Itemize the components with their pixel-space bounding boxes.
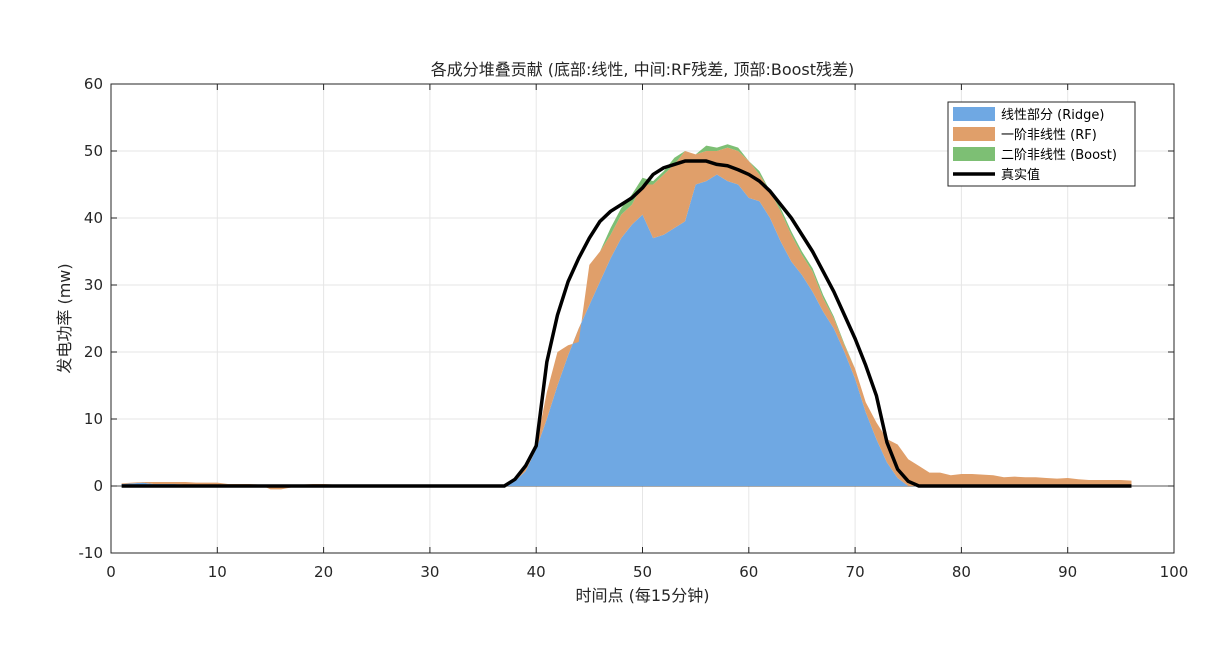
- line-series-group: [121, 159, 1132, 488]
- area-series-1: [121, 174, 1132, 486]
- area-series-group: [121, 144, 1132, 490]
- legend-label: 二阶非线性 (Boost): [1001, 148, 1117, 163]
- x-tick-label: 60: [739, 563, 758, 581]
- legend-label: 一阶非线性 (RF): [1001, 128, 1097, 143]
- true-value-line: [121, 159, 1132, 488]
- area-series-2: [121, 147, 1132, 490]
- legend-swatch: [953, 107, 995, 121]
- y-tick-label: 30: [84, 276, 103, 294]
- x-tick-label: 30: [420, 563, 439, 581]
- x-axis-title: 时间点 (每15分钟): [576, 586, 710, 605]
- y-tick-label: 0: [93, 477, 103, 495]
- y-axis-title: 发电功率 (mw): [55, 263, 74, 373]
- y-tick-label: 10: [84, 410, 103, 428]
- x-tick-label: 50: [633, 563, 652, 581]
- legend-label: 线性部分 (Ridge): [1001, 108, 1104, 123]
- x-tick-label: 80: [952, 563, 971, 581]
- y-tick-label: 40: [84, 209, 103, 227]
- x-tick-label: 70: [846, 563, 865, 581]
- y-tick-label: 20: [84, 343, 103, 361]
- y-tick-label: 50: [84, 142, 103, 160]
- chart-title: 各成分堆叠贡献 (底部:线性, 中间:RF残差, 顶部:Boost残差): [431, 60, 855, 79]
- x-tick-label: 40: [527, 563, 546, 581]
- legend: 线性部分 (Ridge) 一阶非线性 (RF) 二阶非线性 (Boost) 真实值: [947, 101, 1136, 187]
- x-tick-label: 10: [208, 563, 227, 581]
- legend-swatch: [953, 147, 995, 161]
- y-tick-label: 60: [84, 75, 103, 93]
- x-tick-label: 100: [1160, 563, 1189, 581]
- legend-label: 真实值: [1001, 167, 1040, 183]
- x-tick-label: 90: [1058, 563, 1077, 581]
- x-tick-label: 20: [314, 563, 333, 581]
- y-tick-label: -10: [79, 544, 104, 562]
- legend-swatch: [953, 127, 995, 141]
- x-tick-label: 0: [106, 563, 116, 581]
